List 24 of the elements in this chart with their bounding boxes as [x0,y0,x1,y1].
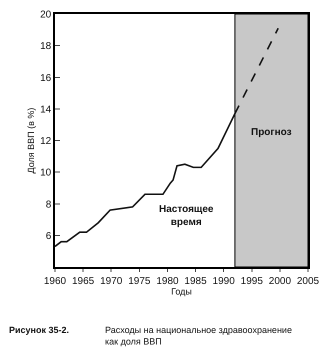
y-tick-label: 10 [40,168,52,179]
x-tick-label: 1980 [156,276,179,287]
x-tick-label: 1965 [72,276,95,287]
band-label: Прогноз [251,127,292,138]
x-tick-label: 1995 [240,276,264,287]
annotation: Настоящее время [159,204,214,228]
x-tick-label: 2000 [268,276,292,287]
x-tick-label: 1960 [44,276,67,287]
x-tick-label: 1985 [184,276,208,287]
x-tick-label: 1975 [128,276,151,287]
x-axis-title: Годы [171,286,192,297]
y-tick-label: 8 [46,199,52,210]
y-tick-label: 14 [40,104,52,116]
x-tick-label: 1990 [212,276,236,287]
text: Расходы на национальное здравоохранение как доля ВВП [105,325,292,347]
y-tick-label: 18 [40,41,52,52]
y-tick-label: 12 [40,136,52,147]
y-axis-title: Доля ВВП (в %) [26,108,36,174]
x-tick-label: 1970 [100,276,123,287]
text: Рисунок 35-2. [9,325,69,335]
y-tick-label: 6 [46,230,52,242]
y-tick-label: 20 [40,10,52,20]
y-tick-label: 16 [40,72,52,84]
x-tick-label: 2005 [296,276,320,287]
